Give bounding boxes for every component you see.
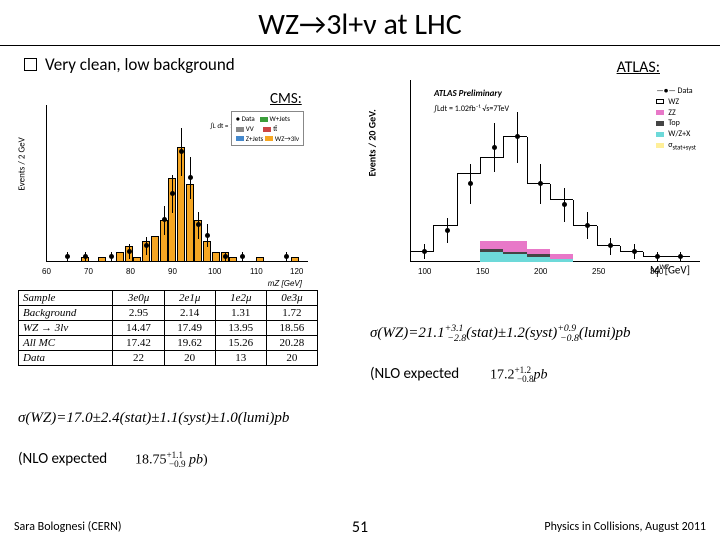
atlas-x-axis-label: MWZT [GeV]: [650, 262, 690, 280]
tick: 100: [208, 267, 221, 276]
cms-y-axis-label: Events / 2 GeV: [17, 137, 28, 190]
atlas-lumi-text: ∫Ldt = 1.02fb⁻¹ √s=7TeV: [434, 104, 509, 114]
bullet-box-icon: [24, 58, 37, 71]
cms-chart: Events / 2 GeV ∫L dt = 1.09 fb⁻¹ ● Data …: [18, 105, 308, 280]
tick: 100: [418, 267, 431, 276]
atlas-sigma-formula: σ(WZ)=21.1+3.1−2.8(stat)±1.2(syst)+0.9−0…: [370, 323, 631, 344]
atlas-section-label: ATLAS:: [617, 58, 660, 77]
tick: 60: [42, 267, 51, 276]
cms-results-table: Sample3e0μ2e1μ1e2μ0e3μ Background2.952.1…: [18, 290, 318, 366]
atlas-y-axis-label: Events / 20 GeV.: [366, 109, 379, 176]
page-title: WZ→3l+ν at LHC: [0, 0, 720, 46]
cms-y-axis: [46, 105, 47, 262]
atlas-chart: Events / 20 GeV. ATLAS Preliminary ∫Ldt …: [370, 80, 700, 280]
page-number: 51: [352, 518, 368, 537]
tick: 120: [290, 267, 303, 276]
atlas-prelim-text: ATLAS Preliminary: [434, 88, 502, 99]
footer: Sara Bolognesi (CERN) 51 Physics in Coll…: [0, 520, 720, 534]
footer-author: Sara Bolognesi (CERN): [14, 520, 121, 534]
cms-sigma-formula: σ(WZ)=17.0±2.4(stat)±1.1(syst)±1.0(lumi)…: [18, 410, 289, 427]
tick: 80: [126, 267, 135, 276]
tick: 150: [476, 267, 489, 276]
nlo-label-cms: (NLO expected: [18, 450, 107, 468]
cms-x-axis-label: mZ [GeV]: [268, 279, 302, 288]
tick: 200: [534, 267, 547, 276]
atlas-y-axis: [410, 80, 411, 262]
bullet-item: Very clean, low background: [0, 46, 720, 79]
tick: 250: [592, 267, 605, 276]
bullet-text: Very clean, low background: [45, 54, 235, 75]
nlo-label-atlas: (NLO expected: [370, 365, 459, 383]
footer-conference: Physics in Collisions, August 2011: [544, 520, 706, 534]
cms-legend: ● Data W+Jets VV tt̄ Z+Jets WZ→3lν: [231, 111, 304, 146]
atlas-nlo-value: 17.2+1.2−0.8pb: [490, 365, 548, 384]
cms-nlo-value: 18.75+1.1−0.9 pb): [135, 450, 208, 469]
tick: 70: [84, 267, 93, 276]
tick: 110: [250, 267, 263, 276]
atlas-legend: —●— Data WZ ZZ Top W/Z+X σstat+syst: [656, 86, 696, 153]
tick: 90: [168, 267, 177, 276]
